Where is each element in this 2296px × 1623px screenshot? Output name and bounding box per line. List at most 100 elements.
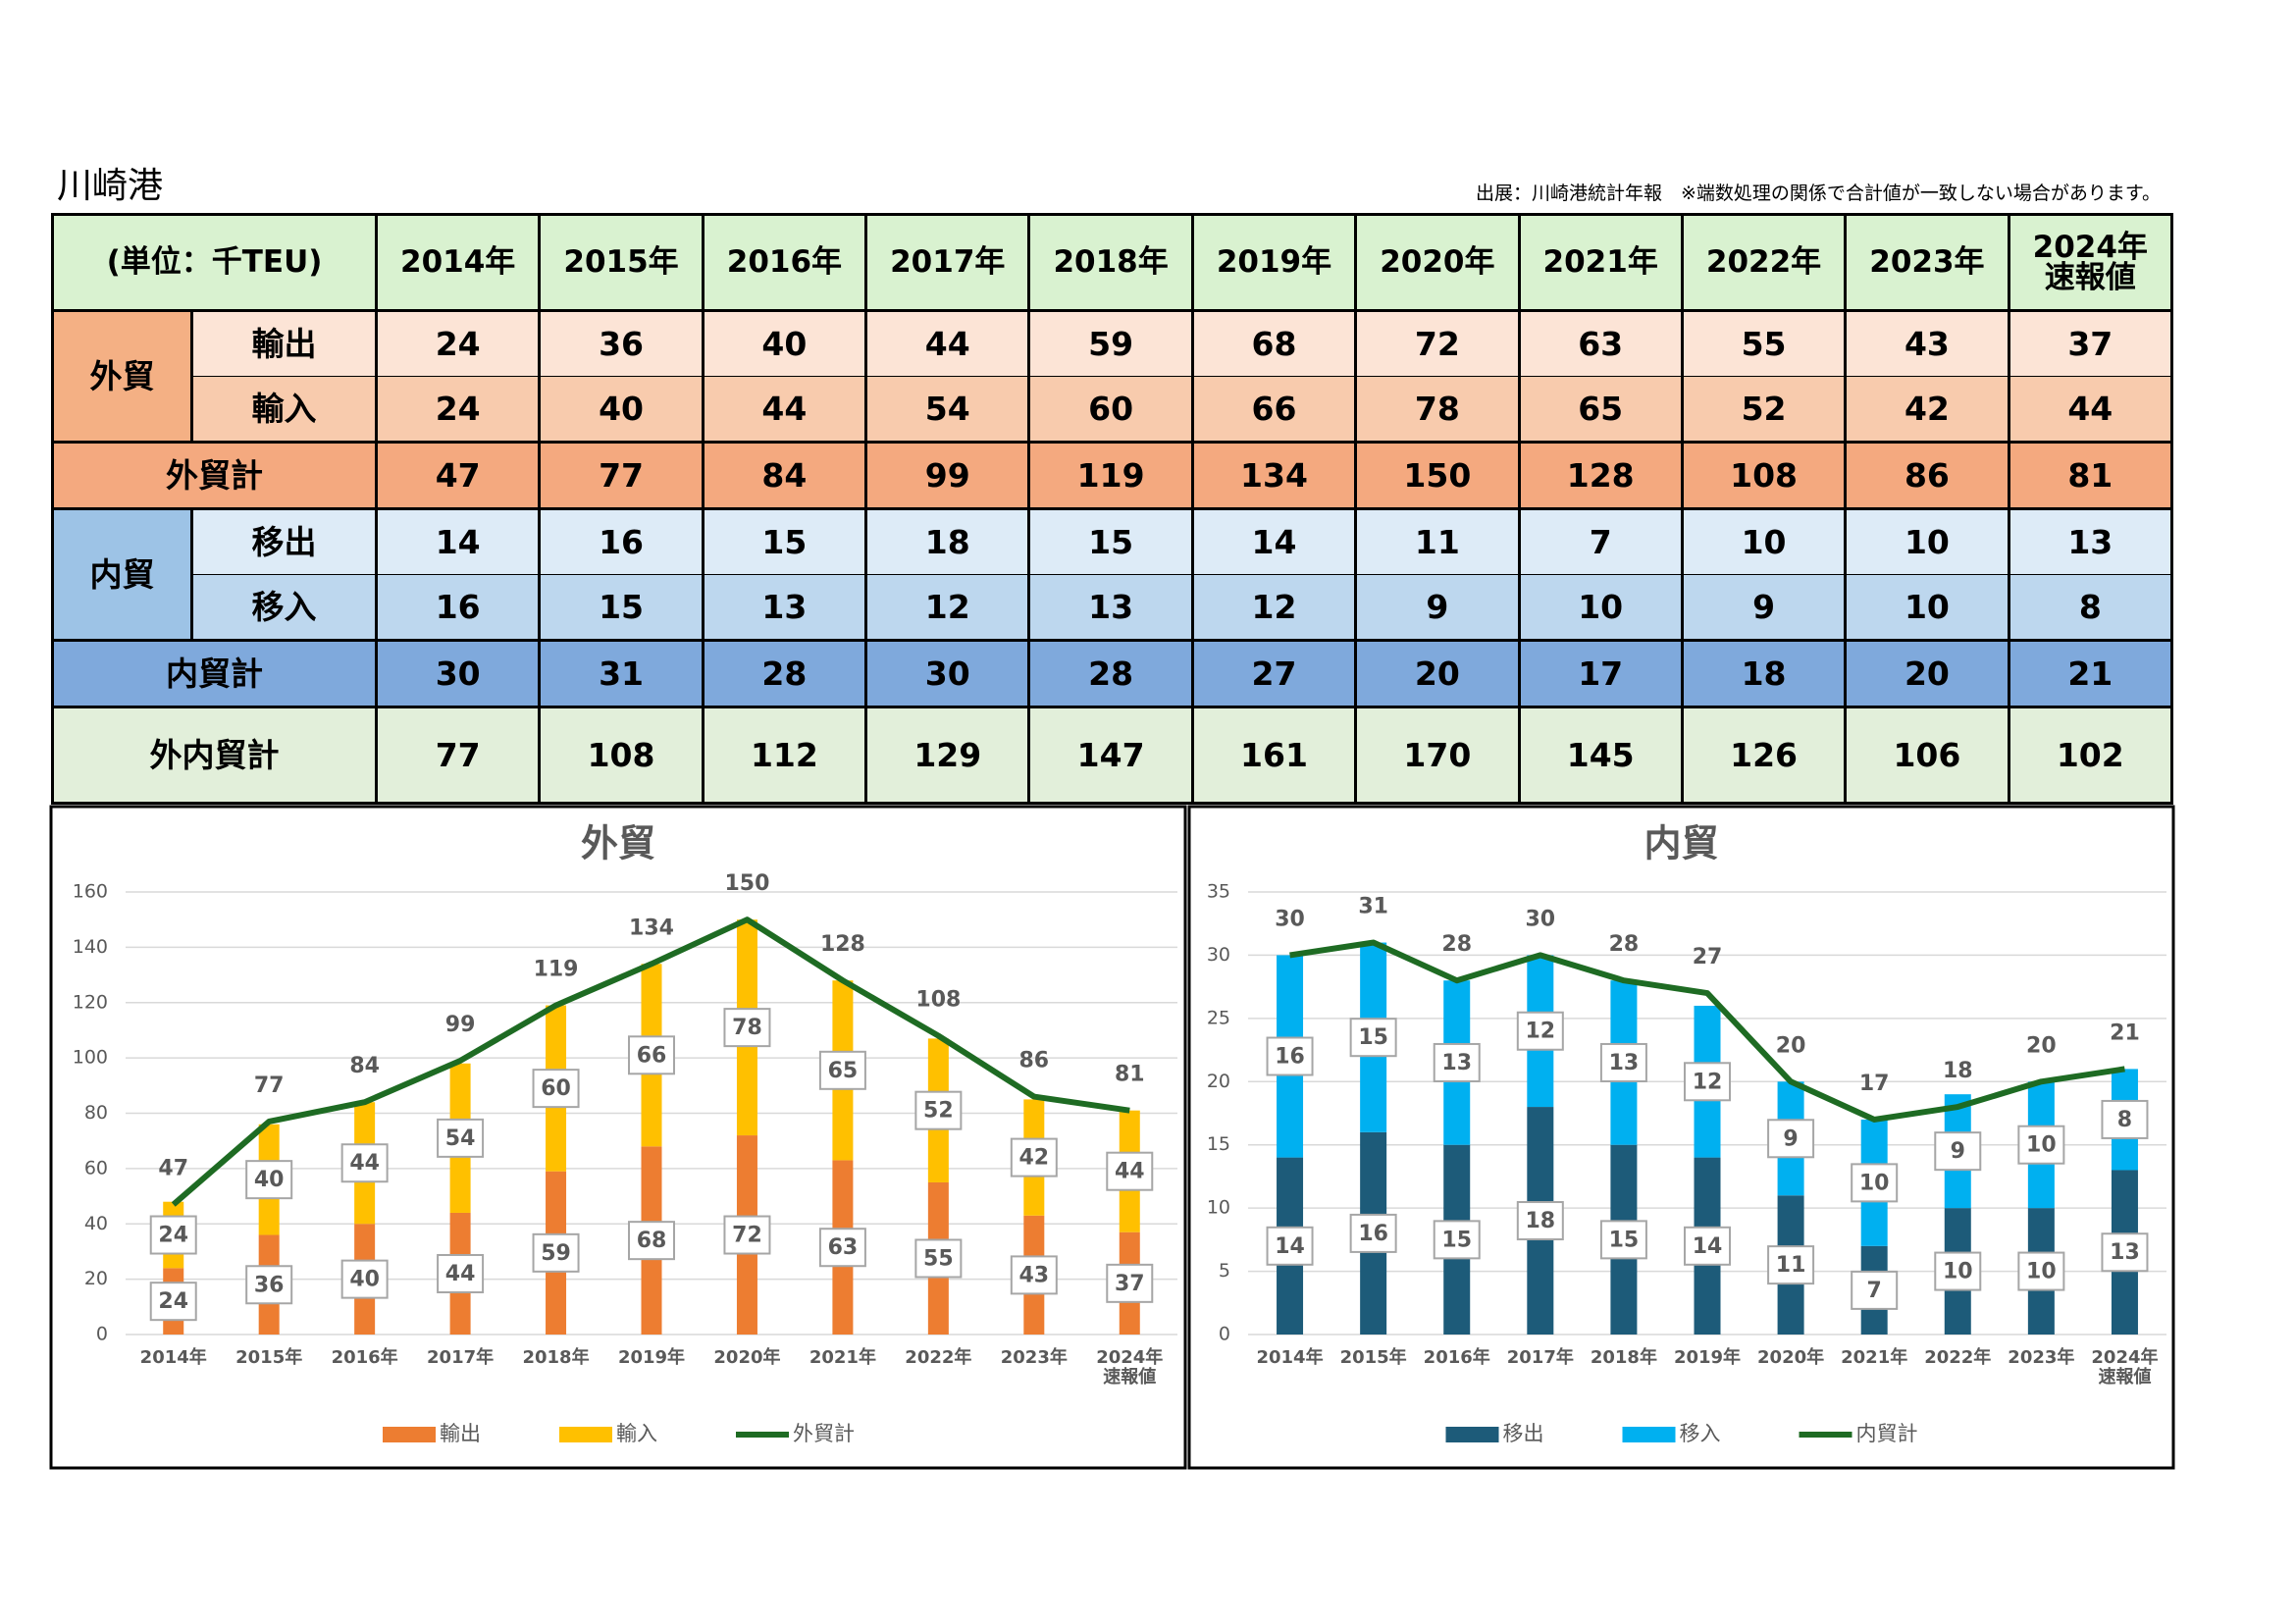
line-label: 30 bbox=[1275, 907, 1305, 931]
year-header: 2021年 bbox=[1517, 213, 1684, 312]
value-cell: 16 bbox=[374, 574, 542, 641]
grand-total-cell: 106 bbox=[1844, 706, 2010, 805]
x-tick-label: 2016年 bbox=[332, 1346, 398, 1368]
label-box bbox=[628, 1035, 675, 1075]
y-tick-label: 160 bbox=[73, 881, 108, 903]
table-row: 移入 16 15 13 12 13 12 9 10 9 10 8 bbox=[53, 574, 2174, 641]
label-box bbox=[2017, 1251, 2065, 1291]
line-label: 21 bbox=[2110, 1021, 2140, 1045]
label-box bbox=[1851, 1270, 1899, 1310]
x-tick-label: 2023年 bbox=[2008, 1346, 2074, 1368]
x-tick-label: 2023年 bbox=[1001, 1346, 1068, 1368]
label-box bbox=[1599, 1220, 1647, 1260]
bar-label: 8 bbox=[2117, 1108, 2132, 1132]
line bbox=[171, 916, 1130, 1207]
bar-label: 40 bbox=[349, 1268, 380, 1292]
year-header: 2019年 bbox=[1190, 213, 1358, 312]
bar-label: 40 bbox=[254, 1168, 285, 1192]
x-tick-label: 2024年速報値 bbox=[1096, 1346, 1163, 1387]
label-box bbox=[1010, 1255, 1058, 1295]
y-tick-label: 35 bbox=[1207, 881, 1230, 903]
total-cell: 150 bbox=[1354, 441, 1521, 510]
table-row: 外貿 輸出 24 36 40 44 59 68 72 63 55 43 37 bbox=[51, 309, 2174, 444]
chart-title: 外貿 bbox=[581, 822, 655, 865]
table-row: 外貿計 47 77 84 99 119 134 150 128 108 86 81 bbox=[51, 441, 2174, 510]
y-tick-label: 10 bbox=[1207, 1197, 1230, 1219]
table-row: (単位：千TEU) 2014年 2015年 2016年 2017年 2018年 2019年 2… bbox=[51, 213, 2174, 312]
bar-label: 16 bbox=[1275, 1045, 1305, 1070]
value-cell: 12 bbox=[864, 574, 1031, 641]
chart-frame bbox=[49, 805, 1187, 1470]
year-header: 2015年 bbox=[538, 213, 704, 312]
label-box bbox=[1516, 1201, 1564, 1241]
bar-label: 14 bbox=[1275, 1234, 1305, 1259]
total-cell: 18 bbox=[1680, 639, 1848, 708]
line-label: 84 bbox=[349, 1054, 380, 1078]
x-tick-label: 2021年 bbox=[1841, 1346, 1907, 1368]
total-cell: 31 bbox=[538, 639, 704, 708]
y-tick-label: 15 bbox=[1207, 1133, 1230, 1155]
value-cell: 15 bbox=[701, 508, 868, 575]
table-row: 外内貿計 77 108 112 129 147 161 170 145 126 106 102 bbox=[51, 706, 2174, 805]
total-cell: 108 bbox=[1680, 441, 1848, 510]
line-label: 150 bbox=[724, 871, 769, 896]
x-tick-label: 2021年 bbox=[809, 1346, 876, 1368]
bar-label: 10 bbox=[1859, 1171, 1890, 1195]
bar-label: 13 bbox=[2110, 1240, 2140, 1265]
x-tick-label: 2016年 bbox=[1424, 1346, 1490, 1368]
value-cell: 40 bbox=[538, 376, 704, 443]
line bbox=[1289, 939, 2125, 1123]
bar-label: 43 bbox=[1019, 1263, 1050, 1287]
value-cell: 13 bbox=[2007, 508, 2174, 575]
label-box bbox=[1684, 1062, 1731, 1102]
bar-label: 66 bbox=[637, 1043, 667, 1068]
label-box bbox=[1767, 1245, 1815, 1285]
year-header: 2020年 bbox=[1354, 213, 1521, 312]
bar-label: 59 bbox=[541, 1241, 571, 1266]
legend-swatch bbox=[559, 1427, 612, 1442]
legend-label: 輸入 bbox=[616, 1422, 657, 1445]
x-tick-label: 2019年 bbox=[1674, 1346, 1741, 1368]
value-cell: 7 bbox=[1517, 508, 1684, 575]
value-cell: 40 bbox=[701, 310, 868, 377]
value-cell: 15 bbox=[1027, 508, 1194, 575]
grand-total-cell: 145 bbox=[1517, 706, 1684, 805]
value-cell: 44 bbox=[701, 376, 868, 443]
value-cell: 24 bbox=[374, 376, 542, 443]
bar-label: 37 bbox=[1115, 1272, 1145, 1296]
line-label: 20 bbox=[2026, 1033, 2057, 1058]
grand-total-cell: 102 bbox=[2007, 706, 2174, 805]
total-label: 外貿計 bbox=[51, 441, 378, 510]
value-cell: 9 bbox=[1354, 574, 1521, 641]
label-box bbox=[1266, 1226, 1314, 1266]
legend-label: 内貿計 bbox=[1856, 1422, 1918, 1445]
y-tick-label: 40 bbox=[84, 1213, 108, 1234]
legend-label: 外貿計 bbox=[793, 1422, 855, 1445]
value-cell: 10 bbox=[1517, 574, 1684, 641]
label-box bbox=[1934, 1251, 1982, 1291]
legend-swatch bbox=[1622, 1427, 1676, 1442]
label-box bbox=[723, 1008, 771, 1048]
total-cell: 128 bbox=[1517, 441, 1684, 510]
line-label: 28 bbox=[1609, 932, 1640, 957]
label-box bbox=[723, 1215, 771, 1255]
x-tick-label: 2019年 bbox=[618, 1346, 685, 1368]
legend-label: 移出 bbox=[1503, 1422, 1544, 1445]
year-header: 2024年 速報値 bbox=[2007, 213, 2174, 312]
y-tick-label: 30 bbox=[1207, 944, 1230, 966]
label-box bbox=[1106, 1263, 1154, 1303]
value-cell: 14 bbox=[374, 508, 542, 575]
x-tick-label: 2017年 bbox=[427, 1346, 494, 1368]
x-tick-label: 2020年 bbox=[713, 1346, 780, 1368]
total-cell: 81 bbox=[2007, 441, 2174, 510]
total-label: 内貿計 bbox=[51, 639, 378, 708]
label-box bbox=[1599, 1042, 1647, 1082]
y-tick-label: 20 bbox=[84, 1268, 108, 1289]
total-cell: 99 bbox=[864, 441, 1031, 510]
bar-label: 54 bbox=[445, 1126, 476, 1151]
total-cell: 20 bbox=[1844, 639, 2010, 708]
label-box bbox=[914, 1238, 963, 1279]
total-cell: 47 bbox=[374, 441, 542, 510]
label-box bbox=[437, 1118, 485, 1158]
total-cell: 84 bbox=[701, 441, 868, 510]
